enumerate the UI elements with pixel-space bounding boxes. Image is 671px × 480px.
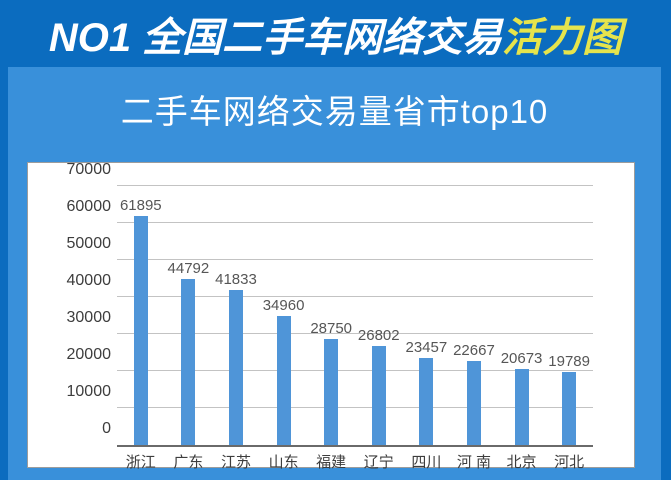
y-axis-tick-label: 70000 (66, 161, 112, 178)
content-panel: 二手车网络交易量省市top10 0 10000 20000 30000 40000 500… (8, 67, 661, 480)
x-axis-category-label: 江苏 (220, 454, 251, 471)
bar-slot: 20673 (498, 186, 546, 445)
x-axis-category-label: 河北 (554, 454, 585, 471)
chart-title: 二手车网络交易量省市top10 (120, 93, 549, 130)
bar (228, 290, 243, 445)
x-axis-category-label: 浙江 (125, 454, 156, 471)
gridline (117, 296, 593, 297)
y-axis-tick-label: 30000 (66, 309, 112, 326)
bar-value-label: 20673 (500, 350, 543, 367)
gridline (117, 407, 593, 408)
x-axis-category-label: 山东 (268, 454, 299, 471)
x-axis-category-label: 河 南 (456, 454, 492, 471)
bar (466, 361, 481, 445)
y-axis-tick-label: 10000 (66, 383, 112, 400)
bar-slot: 41833 (212, 186, 260, 445)
x-axis-category-label: 广东 (173, 454, 204, 471)
banner-title: NO1 全国二手车网络交易活力图 (49, 5, 622, 63)
bar (133, 216, 148, 445)
bar-value-label: 19789 (548, 353, 590, 370)
x-axis-category-label: 四川 (411, 454, 442, 471)
bar (419, 358, 434, 445)
x-axis-category-label: 北京 (506, 454, 537, 471)
bar-slot: 26802 (355, 186, 403, 445)
bar (514, 369, 529, 445)
bar-value-label: 41833 (215, 271, 257, 288)
bar-slot: 22667 (450, 186, 498, 445)
plot-area: 0 10000 20000 30000 40000 50000 60000 70000 6189… (67, 162, 593, 447)
y-axis-tick-label: 40000 (66, 272, 112, 289)
chart-card: 0 10000 20000 30000 40000 50000 60000 70000 6189… (27, 162, 635, 471)
y-axis-tick-label: 50000 (66, 235, 112, 252)
bar-value-label: 22667 (453, 342, 495, 359)
bar-slot: 23457 (403, 186, 451, 445)
banner-title-main: NO1 全国二手车网络交易 (48, 15, 503, 60)
bar (324, 339, 339, 445)
y-axis-tick-label: 0 (102, 420, 111, 437)
bar-value-label: 34960 (262, 297, 305, 314)
x-axis-labels: 浙江 广东 江苏 山东 福建 辽宁 四川河 南北京 河北 (117, 451, 593, 472)
bar-value-label: 26802 (357, 327, 400, 344)
bar-value-label: 61895 (119, 197, 162, 214)
gridline (117, 222, 593, 223)
bar-value-label: 23457 (405, 339, 448, 356)
banner-title-highlight: 活力图 (502, 15, 623, 60)
gridline (117, 333, 593, 334)
bar-slot: 28750 (307, 186, 355, 445)
y-axis-tick-label: 60000 (66, 198, 112, 215)
bar (276, 316, 291, 445)
bar-slot: 61895 (117, 186, 165, 445)
bar (181, 279, 196, 445)
x-axis-category-label: 福建 (316, 454, 347, 471)
bar-slot: 19789 (545, 186, 593, 445)
bar (371, 346, 386, 445)
gridline (117, 370, 593, 371)
bar-value-label: 44792 (167, 260, 210, 277)
gridline (117, 185, 593, 186)
bar-series: 61895 44792 41833 34960 28750 26802 23457 22667… (117, 186, 593, 445)
y-axis-tick-label: 20000 (66, 346, 112, 363)
bar-slot: 34960 (260, 186, 308, 445)
banner: NO1 全国二手车网络交易活力图 (0, 0, 671, 67)
bar (562, 372, 577, 445)
bar-slot: 44792 (165, 186, 213, 445)
gridline (117, 259, 593, 260)
bar-value-label: 28750 (310, 320, 353, 337)
x-axis-category-label: 辽宁 (363, 454, 394, 471)
